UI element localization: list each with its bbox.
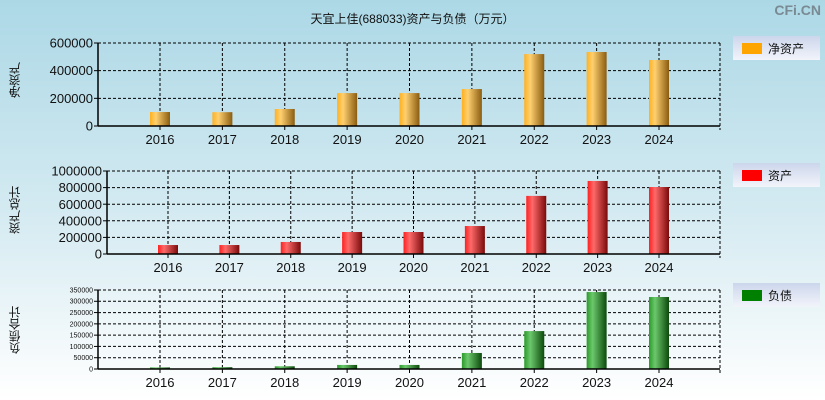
x-tick-label: 2022 [520, 375, 549, 390]
x-tick-label: 2017 [208, 132, 237, 147]
bar-2018 [274, 366, 295, 369]
bar-2021 [461, 89, 482, 126]
x-tick-label: 2024 [645, 375, 674, 390]
bar-2022 [524, 54, 545, 126]
x-tick-label: 2021 [457, 132, 486, 147]
bar-2020 [399, 364, 420, 369]
x-tick-label: 2018 [270, 132, 299, 147]
y-tick-label: 0 [89, 366, 93, 373]
x-tick-label: 2020 [399, 260, 428, 275]
bar-2017 [212, 112, 233, 126]
x-tick-label: 2023 [582, 132, 611, 147]
legend-label: 净资产 [768, 41, 805, 56]
x-tick-label: 2023 [583, 260, 612, 275]
x-tick-label: 2019 [333, 132, 362, 147]
x-tick-label: 2016 [146, 375, 175, 390]
x-tick-label: 2024 [645, 260, 674, 275]
x-tick-label: 2019 [338, 260, 367, 275]
bar-2016 [150, 367, 170, 369]
bar-2018 [274, 108, 295, 126]
legend-assets: 资产 [733, 163, 820, 187]
bar-2022 [524, 331, 545, 369]
bar-2020 [403, 232, 424, 254]
x-tick-label: 2022 [522, 260, 551, 275]
bar-2024 [649, 296, 669, 369]
x-tick-label: 2020 [395, 132, 424, 147]
legend-label: 资产 [768, 168, 793, 183]
x-tick-label: 2016 [154, 260, 183, 275]
legend-liabilities: 负债 [733, 283, 820, 307]
x-tick-label: 2018 [276, 260, 305, 275]
y-tick-label: 250000 [70, 310, 93, 317]
bar-2023 [587, 180, 608, 254]
x-tick-label: 2023 [582, 375, 611, 390]
y-tick-label: 200000 [50, 91, 93, 106]
x-tick-label: 2022 [520, 132, 549, 147]
bar-2020 [399, 93, 420, 126]
y-tick-label: 200000 [59, 230, 102, 245]
y-tick-label: 100000 [70, 344, 93, 351]
bar-2019 [337, 364, 358, 369]
y-tick-label: 200000 [70, 321, 93, 328]
y-tick-label: 0 [95, 247, 102, 262]
y-tick-label: 600000 [50, 36, 93, 51]
x-tick-label: 2017 [215, 260, 244, 275]
bar-2024 [649, 187, 669, 254]
bar-2021 [464, 226, 485, 254]
bar-2019 [337, 93, 358, 126]
y-tick-label: 600000 [59, 197, 102, 212]
bar-2018 [280, 241, 301, 254]
y-tick-label: 350000 [70, 287, 93, 294]
y-tick-label: 300000 [70, 299, 93, 306]
x-tick-label: 2018 [270, 375, 299, 390]
bar-2023 [586, 292, 607, 369]
y-tick-label: 400000 [50, 63, 93, 78]
y-tick-label: 800000 [59, 180, 102, 195]
chart-title: 天宜上佳(688033)资产与负债（万元） [310, 12, 515, 26]
bar-2022 [526, 195, 547, 254]
bar-2023 [586, 51, 607, 126]
x-tick-label: 2017 [208, 375, 237, 390]
y-tick-label: 0 [86, 119, 93, 134]
legend-swatch [742, 289, 762, 301]
legend-swatch [742, 42, 762, 54]
y-tick-label: 150000 [70, 333, 93, 340]
bar-2017 [212, 367, 233, 369]
x-tick-label: 2016 [146, 132, 175, 147]
y-tick-label: 400000 [59, 213, 102, 228]
legend-label: 负债 [768, 288, 793, 303]
x-tick-label: 2020 [395, 375, 424, 390]
x-tick-label: 2019 [333, 375, 362, 390]
brand-logo: CFi.CN [774, 2, 821, 18]
bar-2016 [158, 245, 178, 254]
bar-2021 [461, 352, 482, 369]
legend-net-assets: 净资产 [733, 36, 820, 60]
bar-2024 [649, 60, 669, 126]
legend-swatch [742, 169, 762, 181]
bar-2019 [342, 232, 363, 254]
x-tick-label: 2021 [457, 375, 486, 390]
y-tick-label: 1000000 [51, 164, 102, 179]
y-tick-label: 50000 [74, 355, 94, 362]
x-tick-label: 2024 [645, 132, 674, 147]
x-tick-label: 2021 [460, 260, 489, 275]
bar-2017 [219, 245, 240, 254]
bar-2016 [150, 112, 170, 126]
